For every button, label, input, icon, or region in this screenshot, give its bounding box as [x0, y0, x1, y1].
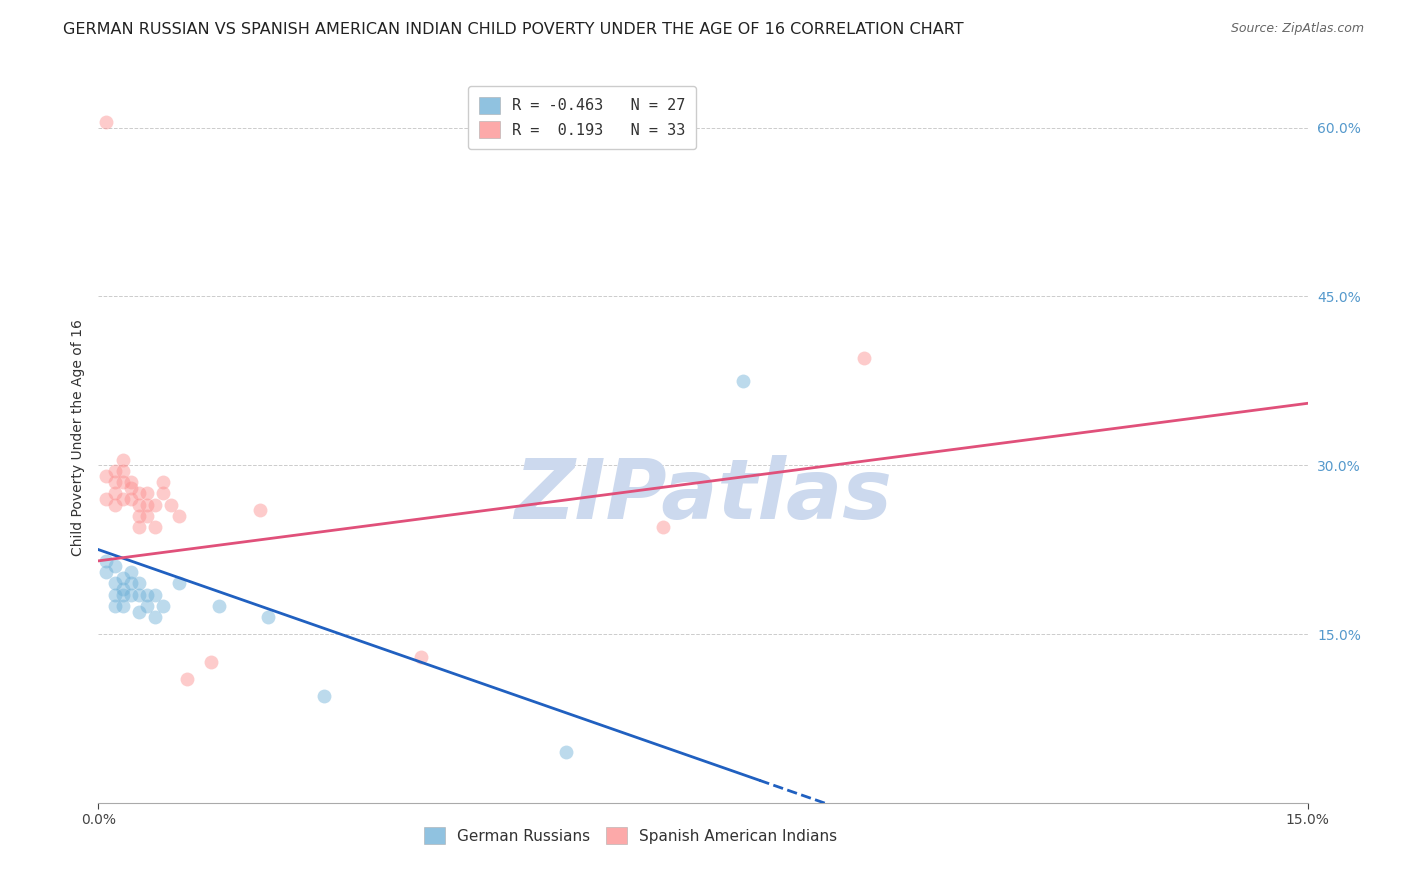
- Point: [651, 520, 673, 534]
- Point: [135, 588, 157, 602]
- Point: [96, 469, 118, 483]
- Point: [555, 745, 578, 759]
- Point: [103, 599, 125, 613]
- Point: [128, 576, 150, 591]
- Point: [152, 599, 174, 613]
- Point: [96, 565, 118, 579]
- Point: [96, 491, 118, 506]
- Point: [103, 576, 125, 591]
- Point: [120, 565, 142, 579]
- Point: [111, 452, 134, 467]
- Point: [176, 672, 198, 686]
- Point: [135, 498, 157, 512]
- Point: [128, 605, 150, 619]
- Point: [103, 464, 125, 478]
- Point: [143, 498, 166, 512]
- Point: [167, 576, 190, 591]
- Point: [314, 689, 336, 703]
- Point: [111, 571, 134, 585]
- Point: [409, 649, 432, 664]
- Point: [200, 655, 222, 669]
- Point: [128, 520, 150, 534]
- Point: [111, 475, 134, 489]
- Y-axis label: Child Poverty Under the Age of 16: Child Poverty Under the Age of 16: [70, 318, 84, 556]
- Point: [143, 520, 166, 534]
- Point: [143, 588, 166, 602]
- Point: [111, 582, 134, 596]
- Text: ZIPatlas: ZIPatlas: [515, 455, 891, 536]
- Point: [733, 374, 755, 388]
- Point: [103, 498, 125, 512]
- Point: [167, 508, 190, 523]
- Point: [135, 599, 157, 613]
- Point: [128, 508, 150, 523]
- Point: [111, 464, 134, 478]
- Text: Source: ZipAtlas.com: Source: ZipAtlas.com: [1230, 22, 1364, 36]
- Point: [143, 610, 166, 624]
- Text: GERMAN RUSSIAN VS SPANISH AMERICAN INDIAN CHILD POVERTY UNDER THE AGE OF 16 CORR: GERMAN RUSSIAN VS SPANISH AMERICAN INDIA…: [63, 22, 965, 37]
- Point: [111, 491, 134, 506]
- Point: [135, 508, 157, 523]
- Point: [128, 486, 150, 500]
- Point: [135, 486, 157, 500]
- Legend: German Russians, Spanish American Indians: German Russians, Spanish American Indian…: [418, 822, 844, 850]
- Point: [111, 599, 134, 613]
- Point: [128, 498, 150, 512]
- Point: [208, 599, 231, 613]
- Point: [96, 115, 118, 129]
- Point: [853, 351, 876, 366]
- Point: [120, 475, 142, 489]
- Point: [120, 491, 142, 506]
- Point: [128, 588, 150, 602]
- Point: [152, 475, 174, 489]
- Point: [256, 610, 278, 624]
- Point: [120, 481, 142, 495]
- Point: [96, 554, 118, 568]
- Point: [249, 503, 271, 517]
- Point: [120, 576, 142, 591]
- Point: [103, 559, 125, 574]
- Point: [103, 475, 125, 489]
- Point: [103, 588, 125, 602]
- Point: [120, 588, 142, 602]
- Point: [160, 498, 183, 512]
- Point: [152, 486, 174, 500]
- Point: [111, 588, 134, 602]
- Point: [103, 486, 125, 500]
